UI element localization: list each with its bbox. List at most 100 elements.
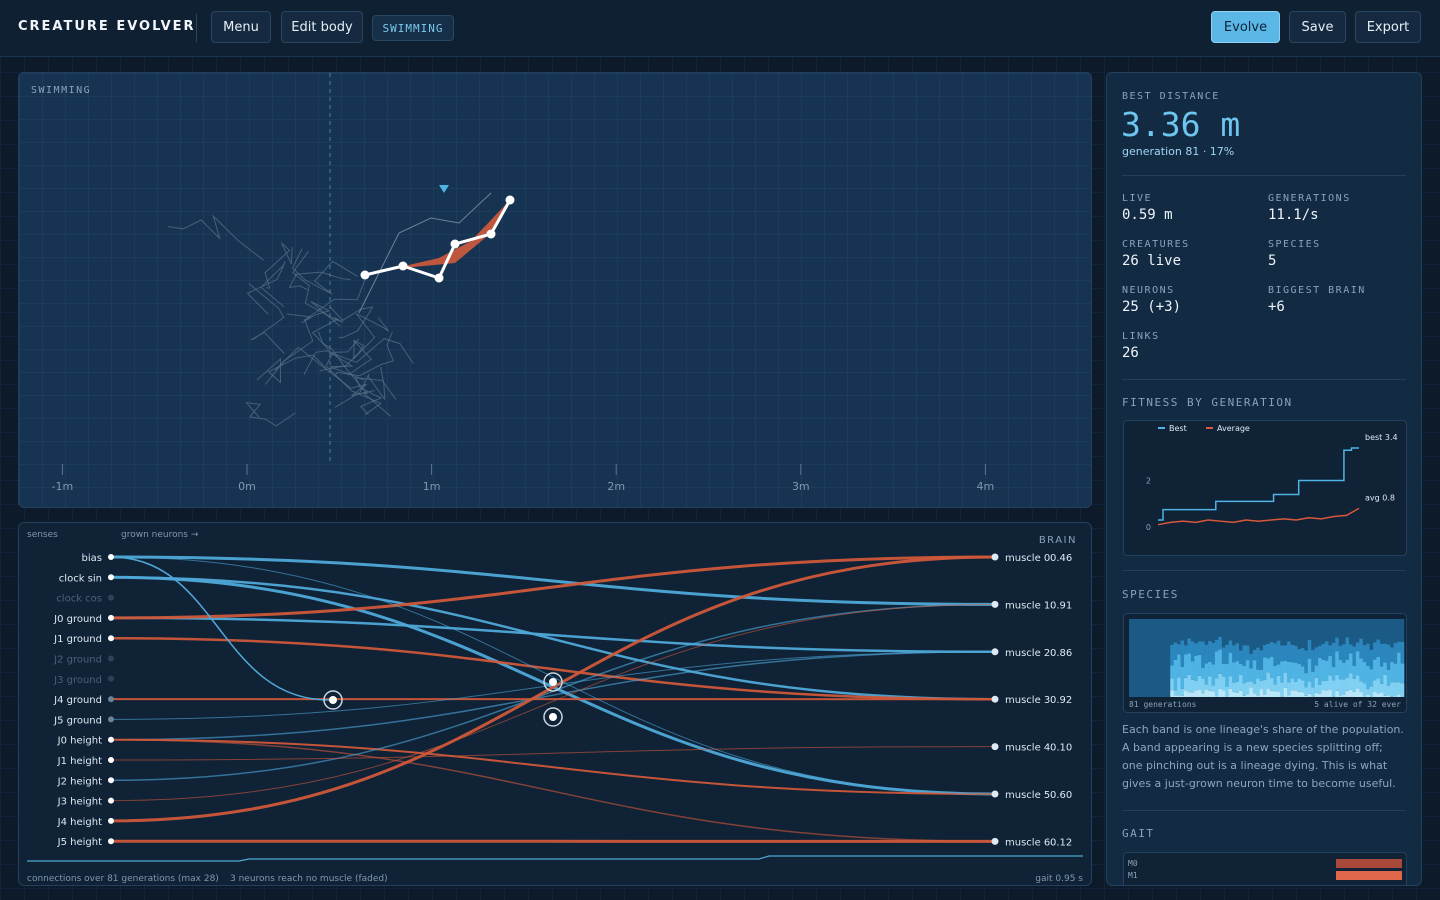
species-band [1362, 661, 1367, 684]
stat-label: SPECIES [1268, 239, 1321, 250]
species-band [1242, 683, 1247, 696]
species-band [1221, 647, 1226, 664]
species-band [1342, 694, 1346, 697]
species-band [1287, 619, 1291, 642]
species-band [1201, 678, 1205, 694]
species-band [1362, 683, 1367, 697]
species-band [1218, 636, 1223, 650]
sense-label: J1 height [57, 756, 102, 767]
species-band [1307, 693, 1312, 697]
species-band [1173, 659, 1178, 691]
species-band [1359, 638, 1364, 659]
species-band [1393, 663, 1398, 683]
menu-button[interactable]: Menu [211, 11, 271, 43]
trail [319, 339, 372, 376]
species-band [1400, 619, 1405, 642]
sense-node [108, 817, 114, 824]
creature-joint [505, 195, 515, 205]
save-button[interactable]: Save [1289, 11, 1346, 43]
species-band [1335, 690, 1339, 697]
species-band [1342, 679, 1346, 695]
sense-node [108, 675, 114, 682]
species-band [1201, 693, 1205, 697]
species-band [1273, 684, 1278, 692]
muscle-value: 0.46 [1050, 553, 1072, 564]
species-band [1194, 655, 1199, 681]
footer-left: connections over 81 generations (max 28) [27, 874, 219, 884]
species-band [1304, 650, 1309, 674]
species-band [1170, 619, 1174, 645]
species-band [1328, 619, 1333, 646]
species-band [1208, 690, 1212, 697]
species-band [1379, 692, 1384, 697]
evolve-button[interactable]: Evolve [1211, 11, 1280, 43]
brain-link [110, 746, 996, 761]
stat-value: 11.1/s [1268, 207, 1319, 223]
footer-mid: 3 neurons reach no muscle (faded) [230, 874, 388, 884]
species-band [1373, 619, 1377, 643]
legend-label: Best [1169, 424, 1187, 433]
species-band [1180, 688, 1185, 696]
species-band [1225, 663, 1229, 687]
species-band [1184, 654, 1188, 678]
fitness-chart: 0 2 Best best 3.4 Average avg 0.8 [1146, 424, 1398, 532]
species-band [1366, 688, 1370, 695]
trail [303, 350, 364, 381]
divider [1122, 810, 1406, 811]
muscle-node [991, 695, 999, 703]
species-band [1359, 681, 1364, 693]
species-band [1177, 677, 1181, 696]
species-band [1314, 692, 1319, 697]
species-band [1307, 658, 1312, 682]
trail [292, 250, 344, 323]
species-band [1331, 642, 1336, 668]
legend-label: Average [1217, 424, 1250, 433]
stat-label: CREATURES [1122, 239, 1190, 250]
stats-panel: BEST DISTANCE 3.36 m generation 81 · 17%… [1106, 72, 1422, 886]
sense-label: J5 ground [53, 715, 102, 726]
stat-label: LINKS [1122, 331, 1160, 342]
species-band [1400, 683, 1405, 697]
species-band [1263, 694, 1267, 697]
species-band [1173, 642, 1178, 660]
trail [246, 261, 286, 315]
species-band [1276, 640, 1281, 665]
species-band [1328, 675, 1333, 690]
species-band [1235, 619, 1240, 644]
species-band [1204, 684, 1209, 690]
species-band [1283, 645, 1288, 661]
species-band [1211, 685, 1216, 692]
species-band [1386, 644, 1391, 670]
species-band [1190, 641, 1195, 662]
species-band [1324, 660, 1329, 681]
species-band [1170, 665, 1174, 679]
species-band [1349, 673, 1353, 690]
species-band [1259, 689, 1264, 697]
species-band [1194, 619, 1199, 644]
sense-node [108, 594, 114, 601]
brain-link [110, 651, 996, 720]
export-button[interactable]: Export [1355, 11, 1421, 43]
species-band [1287, 695, 1291, 697]
species-band [1331, 680, 1336, 697]
species-band [1294, 681, 1298, 691]
fitness-title: FITNESS BY GENERATION [1122, 396, 1293, 409]
trail [355, 377, 397, 416]
species-band [1397, 619, 1401, 642]
species-band [1228, 640, 1233, 653]
species-band [1328, 689, 1333, 697]
grown-header: grown neurons → [121, 530, 199, 540]
species-band [1232, 645, 1236, 663]
gait-title: GAIT [1122, 827, 1155, 840]
brain-link [110, 603, 996, 782]
axis-tick-label: 3m [792, 480, 810, 493]
sense-label: J0 height [57, 736, 102, 747]
trail [256, 354, 328, 384]
species-band [1379, 683, 1384, 693]
species-band [1335, 651, 1339, 675]
species-band [1304, 695, 1309, 697]
species-band [1328, 645, 1333, 656]
trail [245, 402, 296, 427]
edit-body-button[interactable]: Edit body [281, 11, 363, 43]
sense-node [108, 696, 114, 703]
